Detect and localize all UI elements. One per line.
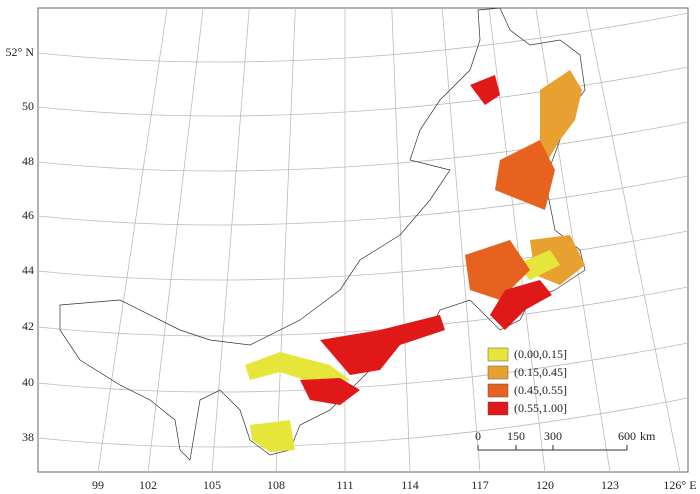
lat-label: 50 (22, 99, 34, 113)
area (470, 75, 500, 105)
lon-label: 117 (471, 478, 489, 492)
area (320, 315, 445, 375)
lon-label: 105 (203, 478, 221, 492)
area (465, 240, 530, 300)
parallel (37, 121, 689, 172)
area (540, 70, 582, 160)
parallel (37, 230, 689, 281)
scale-label: 0 (475, 429, 481, 443)
area (300, 378, 360, 405)
area (245, 352, 350, 385)
legend-swatch (487, 347, 509, 362)
scale-label: 600 (618, 429, 636, 443)
legend-label: (0.45,0.55] (514, 383, 567, 397)
legend: (0.00,0.15] (0.15,0.45] (0.45,0.55] (0.55,1… (487, 347, 567, 416)
lat-label: 48 (22, 154, 34, 168)
lon-label: 99 (92, 478, 104, 492)
meridian (441, 7, 481, 473)
meridian (97, 7, 168, 473)
legend-label: (0.00,0.15] (514, 347, 567, 361)
legend-swatch (487, 401, 509, 416)
lon-label: 123 (601, 478, 619, 492)
map-frame (37, 7, 689, 473)
area (490, 280, 552, 330)
parallel (37, 12, 689, 63)
area (250, 420, 295, 452)
scale-label: 300 (544, 429, 562, 443)
lat-label: 44 (22, 263, 34, 277)
parallel (37, 397, 689, 448)
scale-bar: 0 150 300 600 km (475, 429, 656, 451)
parallel (37, 66, 689, 117)
risk-areas (245, 70, 585, 452)
lat-label: 52° N (6, 45, 35, 59)
lat-label: 40 (22, 375, 34, 389)
lon-label: 108 (267, 478, 285, 492)
parallel (37, 175, 689, 226)
meridian (488, 7, 546, 473)
meridian (585, 7, 681, 473)
area (495, 140, 555, 210)
meridian (391, 7, 411, 473)
meridian (147, 7, 204, 473)
lon-label: 102 (139, 478, 157, 492)
lon-label: 114 (401, 478, 419, 492)
graticule (37, 7, 689, 473)
lon-label: 120 (536, 478, 554, 492)
scale-label: 150 (507, 429, 525, 443)
lat-label: 42 (22, 319, 34, 333)
legend-swatch (487, 365, 509, 380)
lon-label: 126° E (663, 478, 696, 492)
meridian (275, 7, 296, 473)
lat-label: 38 (22, 430, 34, 444)
legend-label: (0.55,1.00] (514, 401, 567, 415)
parallel (37, 286, 689, 337)
legend-label: (0.15,0.45] (514, 365, 567, 379)
lon-label: 111 (336, 478, 353, 492)
legend-swatch (487, 383, 509, 398)
lat-label: 46 (22, 208, 34, 222)
meridian (211, 7, 250, 473)
scale-unit: km (640, 429, 656, 443)
